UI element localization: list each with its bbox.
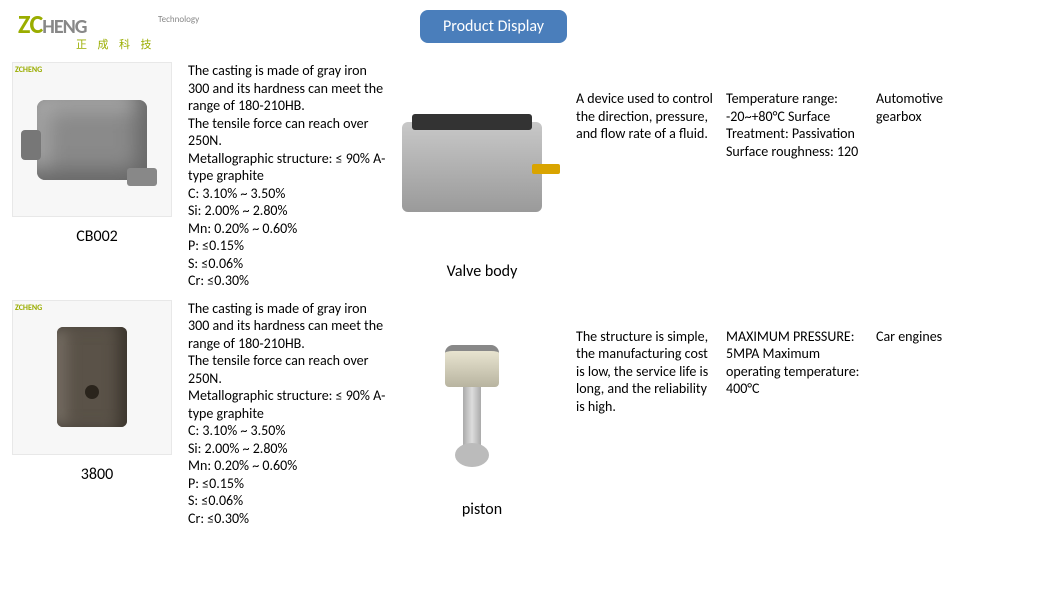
product-row: ZCHENG CB002 The casting is made of gray…: [12, 62, 1048, 290]
part-icon: [402, 122, 542, 212]
left-spec-text: The casting is made of gray iron 300 and…: [182, 300, 392, 528]
logo-tech: Technology: [158, 14, 199, 25]
right-temp-text: Temperature range: -20~+80°C Surface Tre…: [722, 62, 872, 160]
product-display-label: Product Display: [443, 17, 544, 36]
left-image-cell: ZCHENG 3800: [12, 300, 182, 484]
right-desc-text: A device used to control the direction, …: [572, 62, 722, 143]
product-grid: ZCHENG CB002 The casting is made of gray…: [12, 62, 1048, 537]
brand-logo: ZCHENG Technology 正 成 科 技: [18, 8, 198, 56]
right-app-text: Automotive gearbox: [872, 62, 992, 125]
right-image-cell: piston: [392, 300, 572, 519]
logo-chinese: 正 成 科 技: [76, 36, 155, 52]
logo-c: C: [29, 8, 42, 40]
product-image-3800: ZCHENG: [12, 300, 172, 455]
part-icon: [37, 100, 147, 180]
right-temp-text: MAXIMUM PRESSURE: 5MPA Maximum operating…: [722, 300, 872, 398]
left-image-cell: ZCHENG CB002: [12, 62, 182, 246]
left-caption: 3800: [12, 465, 182, 484]
part-icon: [57, 327, 127, 427]
right-caption: piston: [392, 500, 572, 519]
product-image-valve: [392, 102, 552, 232]
product-row: ZCHENG 3800 The casting is made of gray …: [12, 300, 1048, 528]
part-icon: [427, 345, 517, 465]
product-display-button[interactable]: Product Display: [420, 10, 567, 43]
watermark: ZCHENG: [15, 303, 42, 313]
left-caption: CB002: [12, 227, 182, 246]
logo-z: Z: [18, 8, 29, 40]
right-desc-text: The structure is simple, the manufacturi…: [572, 300, 722, 416]
left-spec-text: The casting is made of gray iron 300 and…: [182, 62, 392, 290]
right-app-text: Car engines: [872, 300, 992, 346]
right-image-cell: Valve body: [392, 62, 572, 281]
right-caption: Valve body: [392, 262, 572, 281]
product-image-cb002: ZCHENG: [12, 62, 172, 217]
product-image-piston: [392, 340, 552, 470]
watermark: ZCHENG: [15, 65, 42, 75]
